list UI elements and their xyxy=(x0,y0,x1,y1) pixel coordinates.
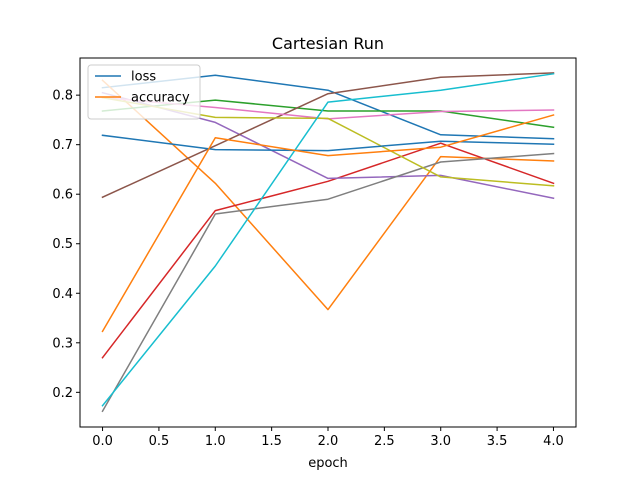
y-tick-label: 0.3 xyxy=(52,336,73,351)
x-tick-label: 2.0 xyxy=(318,434,339,449)
y-tick-label: 0.8 xyxy=(52,89,73,104)
legend-box xyxy=(87,64,201,120)
series-line-11 xyxy=(101,134,555,152)
y-tick-label: 0.5 xyxy=(52,237,73,252)
y-tick-label: 0.7 xyxy=(52,138,73,153)
x-tick-label: 2.5 xyxy=(374,434,395,449)
legend-label-accuracy: accuracy xyxy=(131,91,190,106)
series-line-6 xyxy=(101,72,555,199)
series-line-2 xyxy=(101,79,555,311)
y-axis: 0.2 0.3 0.4 0.5 0.6 0.7 0.8 xyxy=(52,89,80,401)
series-line-8 xyxy=(101,152,555,413)
chart-title: Cartesian Run xyxy=(272,34,384,53)
legend-label-loss: loss xyxy=(131,70,156,85)
x-tick-label: 3.0 xyxy=(430,434,451,449)
x-axis-label: epoch xyxy=(308,456,348,471)
y-tick-label: 0.6 xyxy=(52,188,73,203)
y-tick-label: 0.2 xyxy=(52,386,73,401)
x-tick-label: 0.0 xyxy=(92,434,113,449)
series-line-10 xyxy=(101,72,555,407)
x-tick-label: 3.5 xyxy=(487,434,508,449)
x-axis: 0.0 0.5 1.0 1.5 2.0 2.5 3.0 3.5 4.0 xyxy=(92,427,564,449)
series-lines xyxy=(101,72,555,413)
x-tick-label: 0.5 xyxy=(149,434,170,449)
series-line-12 xyxy=(101,114,555,333)
x-tick-label: 1.5 xyxy=(261,434,282,449)
x-tick-label: 1.0 xyxy=(205,434,226,449)
x-tick-label: 4.0 xyxy=(543,434,564,449)
y-tick-label: 0.4 xyxy=(52,287,73,302)
legend: loss accuracy xyxy=(87,64,201,120)
series-line-4 xyxy=(101,142,555,359)
